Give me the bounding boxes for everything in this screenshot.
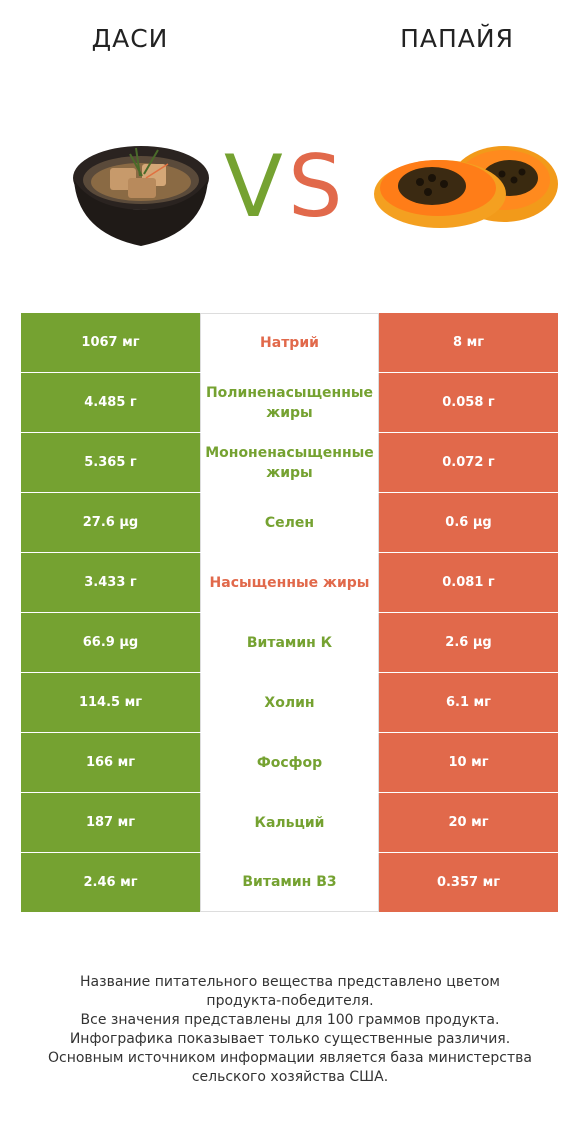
nutrient-label: Холин <box>264 694 315 711</box>
footer-line: продукта-победителя. <box>206 993 374 1009</box>
table-row: 114.5 мг Холин 6.1 мг <box>21 673 558 733</box>
nutrient-name-cell: Холин <box>200 673 379 732</box>
svg-text:V: V <box>224 137 283 232</box>
right-value-cell: 0.6 µg <box>379 493 558 552</box>
table-row: 66.9 µg Витамин К 2.6 µg <box>21 613 558 673</box>
left-value-cell: 1067 мг <box>21 313 200 372</box>
table-row: 5.365 г Мононенасыщенные жиры 0.072 г <box>21 433 558 493</box>
table-row: 187 мг Кальций 20 мг <box>21 793 558 853</box>
nutrient-name-cell: Мононенасыщенные жиры <box>200 433 379 492</box>
nutrient-label: Мононенасыщенные жиры <box>205 444 374 481</box>
nutrient-name-cell: Кальций <box>200 793 379 852</box>
footer-line: Инфографика показывает только существенн… <box>69 1031 511 1047</box>
left-value-cell: 166 мг <box>21 733 200 792</box>
right-value-cell: 6.1 мг <box>379 673 558 732</box>
nutrient-label: Витамин К <box>246 634 333 651</box>
dashi-bowl-image <box>73 146 209 246</box>
nutrient-label: Насыщенные жиры <box>209 574 370 591</box>
nutrient-name-cell: Натрий <box>200 313 379 372</box>
left-food-title: ДАСИ <box>91 24 169 53</box>
left-value-cell: 4.485 г <box>21 373 200 432</box>
nutrient-name-cell: Витамин К <box>200 613 379 672</box>
footer-line: Название питательного вещества представл… <box>80 974 500 990</box>
nutrient-label: Селен <box>264 514 315 531</box>
table-row: 2.46 мг Витамин B3 0.357 мг <box>21 853 558 913</box>
footer-line: Все значения представлены для 100 граммо… <box>80 1012 500 1028</box>
nutrient-label: Натрий <box>260 335 319 351</box>
right-value-cell: 10 мг <box>379 733 558 792</box>
comparison-table: 1067 мг Натрий 8 мг 4.485 г Полиненасыщенные… <box>21 313 558 913</box>
right-food-title: ПАПАЙЯ <box>400 24 514 53</box>
nutrient-name-cell: Фосфор <box>200 733 379 792</box>
left-value-cell: 114.5 мг <box>21 673 200 732</box>
table-row: 27.6 µg Селен 0.6 µg <box>21 493 558 553</box>
nutrient-name-cell: Витамин B3 <box>200 853 379 912</box>
right-value-cell: 0.357 мг <box>379 853 558 912</box>
right-value-cell: 2.6 µg <box>379 613 558 672</box>
table-row: 1067 мг Натрий 8 мг <box>21 313 558 373</box>
left-value-cell: 66.9 µg <box>21 613 200 672</box>
right-value-cell: 0.081 г <box>379 553 558 612</box>
left-value-cell: 3.433 г <box>21 553 200 612</box>
nutrient-label: Кальций <box>254 814 325 831</box>
footer-line: Основным источником информации является … <box>48 1050 532 1066</box>
nutrient-label: Фосфор <box>256 754 323 771</box>
left-value-cell: 187 мг <box>21 793 200 852</box>
papaya-image <box>374 146 558 228</box>
vs-graphic: V S <box>224 137 343 232</box>
footer-note: Название питательного вещества представл… <box>20 973 560 1087</box>
right-value-cell: 0.058 г <box>379 373 558 432</box>
svg-text:S: S <box>288 137 343 232</box>
table-row: 3.433 г Насыщенные жиры 0.081 г <box>21 553 558 613</box>
right-value-cell: 20 мг <box>379 793 558 852</box>
table-row: 166 мг Фосфор 10 мг <box>21 733 558 793</box>
table-row: 4.485 г Полиненасыщенные жиры 0.058 г <box>21 373 558 433</box>
right-value-cell: 0.072 г <box>379 433 558 492</box>
left-value-cell: 5.365 г <box>21 433 200 492</box>
nutrient-name-cell: Селен <box>200 493 379 552</box>
right-value-cell: 8 мг <box>379 313 558 372</box>
nutrient-name-cell: Полиненасыщенные жиры <box>200 373 379 432</box>
footer-line: сельского хозяйства США. <box>191 1069 389 1085</box>
left-value-cell: 27.6 µg <box>21 493 200 552</box>
left-value-cell: 2.46 мг <box>21 853 200 912</box>
nutrient-label: Витамин B3 <box>242 874 337 890</box>
nutrient-name-cell: Насыщенные жиры <box>200 553 379 612</box>
nutrient-label: Полиненасыщенные жиры <box>205 384 374 421</box>
